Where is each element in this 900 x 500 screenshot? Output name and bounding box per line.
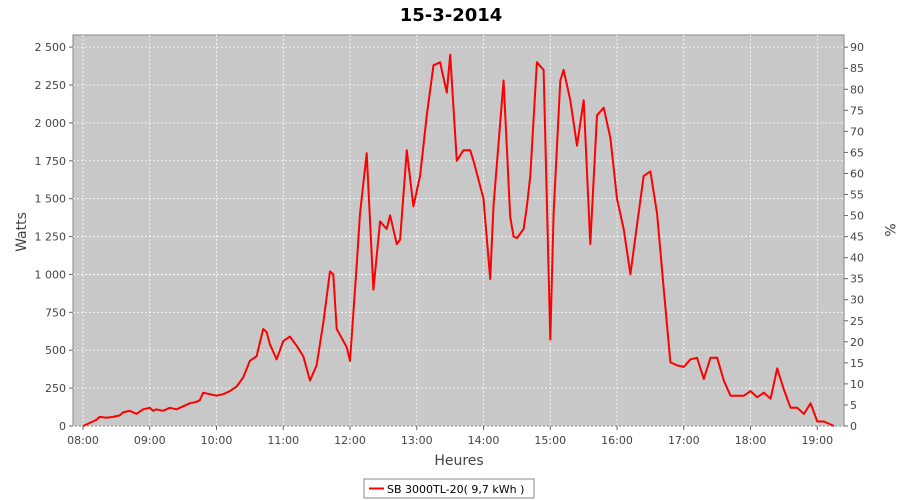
y2-tick-label: 55 — [850, 189, 864, 202]
y2-tick-label: 65 — [850, 146, 864, 159]
y-tick-label: 1 250 — [35, 231, 67, 244]
x-tick-label: 18:00 — [735, 434, 767, 447]
grid-lines — [73, 35, 844, 427]
y-tick-label: 2 000 — [35, 117, 67, 130]
x-tick-label: 11:00 — [267, 434, 299, 447]
y2-tick-label: 60 — [850, 167, 864, 180]
x-tick-label: 14:00 — [468, 434, 500, 447]
legend-box — [363, 478, 535, 499]
legend: SB 3000TL-20( 9,7 kWh ) — [363, 478, 535, 499]
x-tick-label: 19:00 — [801, 434, 833, 447]
y-tick-label: 500 — [45, 344, 66, 357]
y-axis-label: Watts — [14, 212, 30, 252]
y2-tick-label: 25 — [850, 315, 864, 328]
x-tick-label: 12:00 — [334, 434, 366, 447]
y-tick-label: 1 500 — [35, 193, 67, 206]
chart-title: 15-3-2014 — [400, 5, 503, 26]
y-axis-left: 0 250 500 750 1 000 1 250 1 500 1 750 2 000 2 250… — [35, 41, 73, 433]
y-tick-label: 0 — [59, 420, 66, 433]
y2-tick-label: 15 — [850, 357, 864, 370]
x-tick-label: 16:00 — [601, 434, 633, 447]
x-tick-label: 13:00 — [401, 434, 433, 447]
y-tick-label: 250 — [45, 382, 66, 395]
plot-area — [72, 34, 845, 427]
y2-tick-label: 85 — [850, 62, 864, 75]
x-axis-label: Heures — [434, 453, 483, 469]
y2-tick-label: 40 — [850, 252, 864, 265]
y2-tick-label: 90 — [850, 41, 864, 54]
y2-tick-label: 35 — [850, 273, 864, 286]
y2-tick-label: 10 — [850, 378, 864, 391]
y2-tick-label: 50 — [850, 210, 864, 223]
y-tick-label: 2 250 — [35, 79, 67, 92]
y-tick-label: 1 000 — [35, 268, 67, 281]
y2-tick-label: 20 — [850, 336, 864, 349]
y-axis-right: 0 5 10 15 20 25 30 35 40 45 50 55 60 65 70 75 80 85 90 — [844, 41, 864, 433]
x-axis: 08:00 09:00 10:00 11:00 12:00 13:00 14:00 15:00… — [67, 426, 833, 447]
series-line — [82, 53, 835, 427]
y-tick-label: 2 500 — [35, 41, 67, 54]
x-tick-label: 15:00 — [534, 434, 566, 447]
y2-tick-label: 45 — [850, 231, 864, 244]
y-tick-label: 750 — [45, 306, 66, 319]
y2-tick-label: 75 — [850, 104, 864, 117]
x-tick-label: 10:00 — [201, 434, 233, 447]
y2-axis-label: % — [881, 223, 897, 236]
y2-tick-label: 80 — [850, 83, 864, 96]
y-tick-label: 1 750 — [35, 155, 67, 168]
series-layer — [82, 53, 835, 427]
x-tick-label: 09:00 — [134, 434, 166, 447]
y2-tick-label: 70 — [850, 125, 864, 138]
y2-tick-label: 0 — [850, 420, 857, 433]
x-tick-label: 08:00 — [67, 434, 99, 447]
legend-label: SB 3000TL-20( 9,7 kWh ) — [387, 483, 524, 496]
y2-tick-label: 30 — [850, 294, 864, 307]
y2-tick-label: 5 — [850, 399, 857, 412]
x-tick-label: 17:00 — [668, 434, 700, 447]
